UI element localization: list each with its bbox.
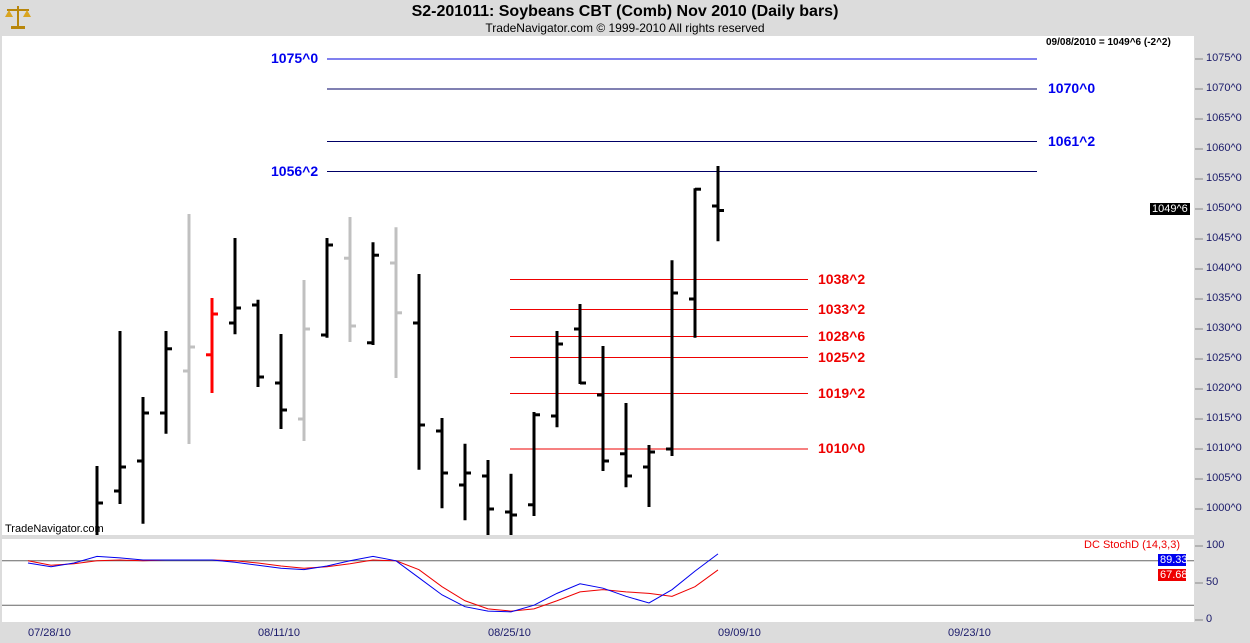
x-tick-label: 09/09/10 [718,627,761,639]
stoch-tick-label: 50 [1206,576,1219,588]
y-tick-label: 1025^0 [1206,352,1242,364]
y-tick-label: 1045^0 [1206,232,1242,244]
stoch-d-line [27,559,719,612]
resistance-level-label: 1061^2 [1048,132,1096,149]
stoch-tick-label: 100 [1206,539,1225,551]
y-tick-label: 1015^0 [1206,412,1242,424]
chart-title: S2-201011: Soybeans CBT (Comb) Nov 2010 … [411,3,839,20]
retracement-level-label: 1028^6 [818,327,866,344]
x-tick-label: 07/28/10 [28,627,71,639]
y-tick-label: 1005^0 [1206,472,1242,484]
stoch-d-value: 67.68 [1158,569,1188,581]
resistance-level-label: 1075^0 [271,50,319,66]
y-tick-label: 1055^0 [1206,172,1242,184]
y-tick-label: 1050^0 [1206,202,1242,214]
x-tick-label: 09/23/10 [948,627,991,639]
retracement-level-label: 1033^2 [818,300,866,317]
retracement-level-label: 1010^0 [818,440,866,456]
x-tick-label: 08/11/10 [258,627,301,639]
stoch-k-value: 89.33 [1158,554,1188,566]
resistance-level-label: 1070^0 [1048,80,1096,96]
y-tick-label: 1020^0 [1206,382,1242,394]
y-tick-label: 1070^0 [1206,82,1242,94]
watermark: TradeNavigator.com [5,523,104,535]
y-tick-label: 1075^0 [1206,52,1242,64]
y-tick-label: 1030^0 [1206,322,1242,334]
stoch-tick-label: 0 [1206,613,1213,625]
retracement-level-label: 1025^2 [818,348,866,365]
price-readout: 09/08/2010 = 1049^6 (-2^2) [1046,37,1171,48]
y-tick-label: 1035^0 [1206,292,1242,304]
stochastic-panel[interactable] [2,539,1194,622]
stoch-label: DC StochD (14,3,3) [1084,539,1180,551]
chart-subtitle: TradeNavigator.com © 1999-2010 All right… [485,21,765,35]
x-tick-label: 08/25/10 [488,627,531,639]
y-tick-label: 1000^0 [1206,502,1242,514]
retracement-level-label: 1019^2 [818,384,866,401]
price-bars [95,166,724,535]
last-price-marker: 1049^6 [1150,203,1190,215]
price-plot-area[interactable] [2,36,1194,535]
y-tick-label: 1060^0 [1206,142,1242,154]
y-tick-label: 1040^0 [1206,262,1242,274]
y-tick-label: 1065^0 [1206,112,1242,124]
retracement-level-label: 1038^2 [818,270,866,287]
stoch-k-line [27,553,719,613]
logo-scales-icon [4,3,32,36]
y-tick-label: 1010^0 [1206,442,1242,454]
resistance-level-label: 1056^2 [271,162,319,179]
